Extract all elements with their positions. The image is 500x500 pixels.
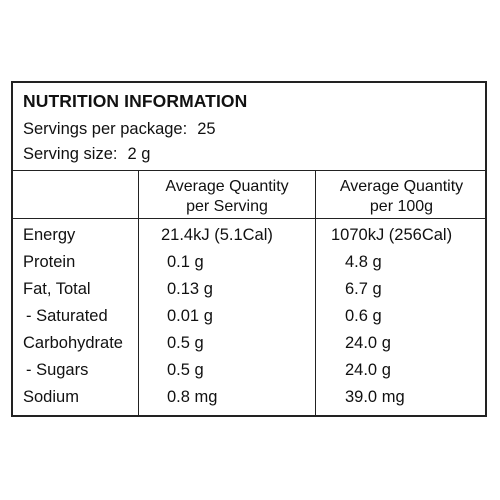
column-divider-1 — [138, 170, 139, 415]
nutrient-row-carbohydrate: Carbohydrate 0.5 g 24.0 g — [13, 334, 485, 360]
nutrient-name: - Saturated — [26, 307, 108, 325]
column-header-line: per Serving — [186, 198, 268, 215]
nutrient-row-sodium: Sodium 0.8 mg 39.0 mg — [13, 388, 485, 414]
per-100g-value: 24.0 g — [345, 361, 391, 379]
column-header-line: Average Quantity — [165, 178, 289, 195]
column-header-line: Average Quantity — [339, 178, 464, 195]
nutrient-row-fat-total: Fat, Total 0.13 g 6.7 g — [13, 280, 485, 306]
nutrient-row-saturated: - Saturated 0.01 g 0.6 g — [13, 307, 485, 333]
per-serving-value: 0.01 g — [167, 307, 213, 325]
column-header-per-100g: Average Quantity per 100g — [316, 177, 487, 217]
servings-per-package: Servings per package: 25 — [23, 120, 216, 139]
servings-per-package-label: Servings per package: — [23, 120, 188, 138]
nutrient-name: Sodium — [23, 388, 79, 406]
nutrient-row-energy: Energy 21.4kJ (5.1Cal) 1070kJ (256Cal) — [13, 226, 485, 252]
nutrient-name: Energy — [23, 226, 76, 244]
per-serving-value: 0.8 mg — [167, 388, 218, 406]
per-serving-value: 0.5 g — [167, 334, 204, 352]
column-divider-2 — [315, 170, 316, 415]
servings-per-package-value: 25 — [197, 120, 216, 138]
per-100g-value: 24.0 g — [345, 334, 391, 352]
nutrient-name: Fat, Total — [23, 280, 91, 298]
serving-size: Serving size: 2 g — [23, 145, 150, 164]
serving-size-label: Serving size: — [23, 145, 118, 163]
nutrient-row-protein: Protein 0.1 g 4.8 g — [13, 253, 485, 279]
divider-top — [13, 170, 485, 171]
nutrient-name: - Sugars — [26, 361, 89, 379]
per-100g-value: 1070kJ (256Cal) — [331, 226, 453, 244]
per-serving-value: 0.13 g — [167, 280, 213, 298]
per-serving-value: 0.1 g — [167, 253, 204, 271]
column-header-per-serving: Average Quantity per Serving — [139, 177, 315, 217]
panel-title: NUTRITION INFORMATION — [23, 91, 248, 111]
serving-size-value: 2 g — [127, 145, 151, 163]
per-100g-value: 0.6 g — [345, 307, 382, 325]
per-serving-value: 21.4kJ (5.1Cal) — [161, 226, 273, 244]
per-serving-value: 0.5 g — [167, 361, 204, 379]
per-100g-value: 39.0 mg — [345, 388, 405, 406]
column-header-line: per 100g — [369, 198, 434, 215]
nutrient-row-sugars: - Sugars 0.5 g 24.0 g — [13, 361, 485, 387]
nutrient-name: Carbohydrate — [23, 334, 123, 352]
nutrient-name: Protein — [23, 253, 76, 271]
per-100g-value: 6.7 g — [345, 280, 382, 298]
per-100g-value: 4.8 g — [345, 253, 382, 271]
nutrition-panel: NUTRITION INFORMATION Servings per packa… — [11, 81, 487, 417]
divider-header — [13, 218, 485, 219]
